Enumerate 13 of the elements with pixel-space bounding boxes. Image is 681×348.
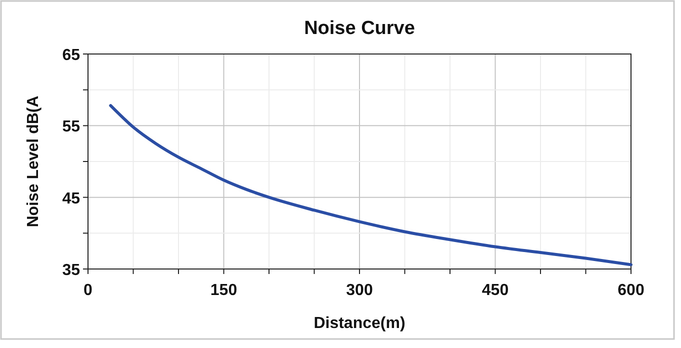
x-tick-label: 450	[482, 282, 509, 299]
x-tick-label: 300	[346, 282, 373, 299]
x-tick-label: 600	[618, 282, 644, 299]
y-tick-label: 35	[62, 262, 80, 279]
y-axis-title: Noise Level dB(A	[25, 95, 42, 228]
chart-title: Noise Curve	[304, 18, 415, 39]
y-tick-label: 55	[62, 118, 80, 136]
y-tick-label: 65	[62, 47, 80, 64]
x-axis-title: Distance(m)	[314, 315, 406, 332]
x-tick-label: 0	[84, 282, 93, 299]
x-tick-label: 150	[210, 282, 238, 299]
y-tick-label: 45	[62, 190, 80, 208]
line-series	[109, 104, 632, 266]
